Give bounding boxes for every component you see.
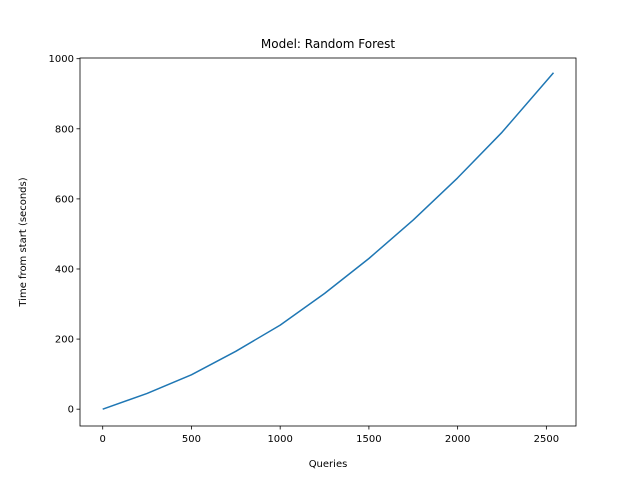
y-tick-label: 0 <box>68 405 74 416</box>
x-tick-label: 500 <box>182 434 201 445</box>
y-tick-label: 200 <box>55 335 74 346</box>
x-tick-label: 2500 <box>534 434 559 445</box>
x-axis-label: Queries <box>309 459 348 470</box>
x-tick-label: 2000 <box>445 434 470 445</box>
y-tick-label: 1000 <box>49 54 74 65</box>
y-tick-label: 800 <box>55 124 74 135</box>
x-axis: 0 500 1000 1500 2000 2500 <box>100 426 559 445</box>
x-tick-label: 0 <box>100 434 106 445</box>
x-tick-label: 1000 <box>267 434 292 445</box>
chart-title: Model: Random Forest <box>261 37 396 51</box>
y-tick-label: 400 <box>55 264 74 275</box>
series-line-0 <box>102 72 555 410</box>
plot-series <box>102 72 555 410</box>
y-axis: 0 200 400 600 800 1000 <box>49 54 80 416</box>
x-tick-label: 1500 <box>356 434 381 445</box>
y-axis-label: Time from start (seconds) <box>18 177 29 307</box>
y-tick-label: 600 <box>55 194 74 205</box>
plot-frame <box>79 57 577 427</box>
